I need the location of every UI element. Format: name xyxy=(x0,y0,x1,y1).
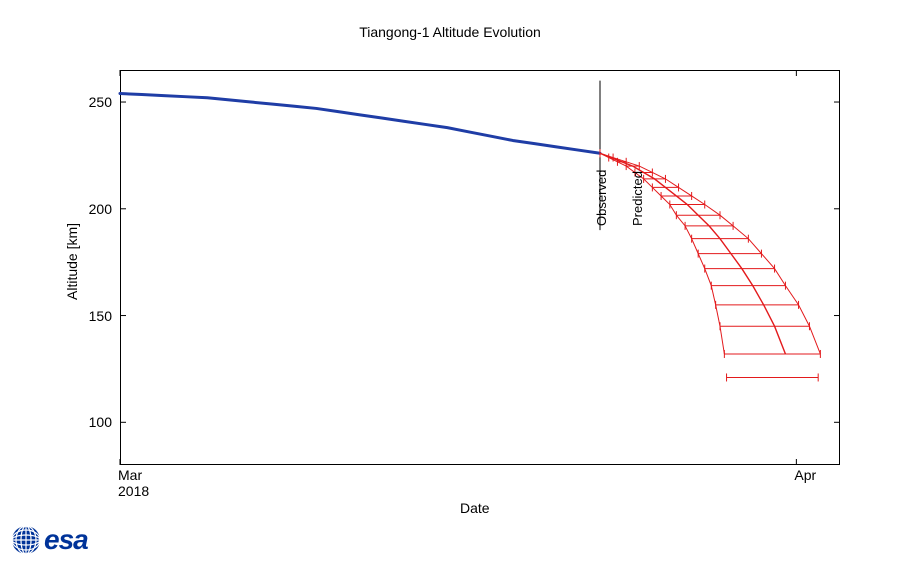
esa-logo: esa xyxy=(8,522,88,558)
x-tick-label: Apr xyxy=(794,467,816,483)
x-tick-label: Mar xyxy=(118,467,142,483)
esa-globe-icon xyxy=(8,522,44,558)
y-tick-label: 250 xyxy=(89,94,112,110)
chart-title: Tiangong-1 Altitude Evolution xyxy=(0,24,900,40)
y-tick-label: 150 xyxy=(89,308,112,324)
x-axis-label: Date xyxy=(460,500,490,516)
plot-area xyxy=(120,70,840,465)
y-axis-label: Altitude [km] xyxy=(64,223,80,300)
section-label-observed: Observed xyxy=(594,169,609,225)
y-tick-label: 200 xyxy=(89,201,112,217)
section-label-predicted: Predicted xyxy=(630,171,645,226)
y-tick-label: 100 xyxy=(89,414,112,430)
esa-logo-text: esa xyxy=(44,524,88,556)
x-tick-year: 2018 xyxy=(118,483,149,499)
